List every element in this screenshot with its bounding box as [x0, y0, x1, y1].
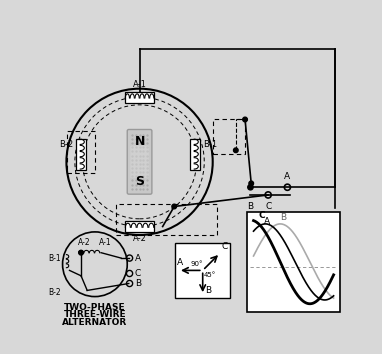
Text: B-1: B-1	[203, 141, 217, 149]
Circle shape	[79, 250, 83, 255]
Text: ALTERNATOR: ALTERNATOR	[62, 318, 128, 327]
Bar	[125, 92, 154, 103]
Circle shape	[249, 181, 254, 186]
Text: B-1: B-1	[49, 253, 61, 263]
Text: A: A	[264, 217, 270, 226]
Text: B: B	[248, 202, 254, 211]
Text: A-1: A-1	[99, 238, 111, 247]
Bar	[175, 243, 230, 298]
Text: C: C	[259, 211, 265, 220]
Text: C: C	[222, 242, 228, 251]
Text: A-2: A-2	[78, 238, 91, 247]
Text: THREE-WIRE: THREE-WIRE	[63, 310, 126, 319]
Text: TWO-PHASE: TWO-PHASE	[64, 303, 126, 312]
Text: A-1: A-1	[133, 80, 147, 90]
Circle shape	[243, 117, 248, 122]
Text: B: B	[135, 279, 141, 288]
Circle shape	[172, 204, 176, 209]
FancyBboxPatch shape	[130, 145, 149, 178]
Text: A: A	[176, 258, 183, 267]
Bar	[189, 139, 201, 170]
Text: C: C	[265, 202, 271, 211]
Circle shape	[233, 148, 238, 153]
Bar	[125, 221, 154, 232]
Text: B-2: B-2	[49, 288, 61, 297]
Text: B: B	[280, 213, 286, 222]
Text: C: C	[135, 269, 141, 278]
FancyBboxPatch shape	[127, 130, 152, 194]
Text: A: A	[135, 253, 141, 263]
Text: 90°: 90°	[190, 261, 203, 267]
Text: N: N	[134, 135, 145, 148]
Circle shape	[248, 184, 253, 190]
Bar	[248, 212, 340, 312]
Text: B: B	[205, 286, 211, 295]
Bar	[213, 120, 245, 154]
Bar	[76, 139, 86, 170]
Text: A: A	[284, 172, 290, 181]
Text: B-2: B-2	[59, 141, 73, 149]
Text: 45°: 45°	[204, 272, 216, 278]
Bar	[117, 204, 217, 235]
Text: S: S	[135, 175, 144, 188]
Text: A-2: A-2	[133, 234, 147, 243]
Bar	[67, 131, 95, 173]
